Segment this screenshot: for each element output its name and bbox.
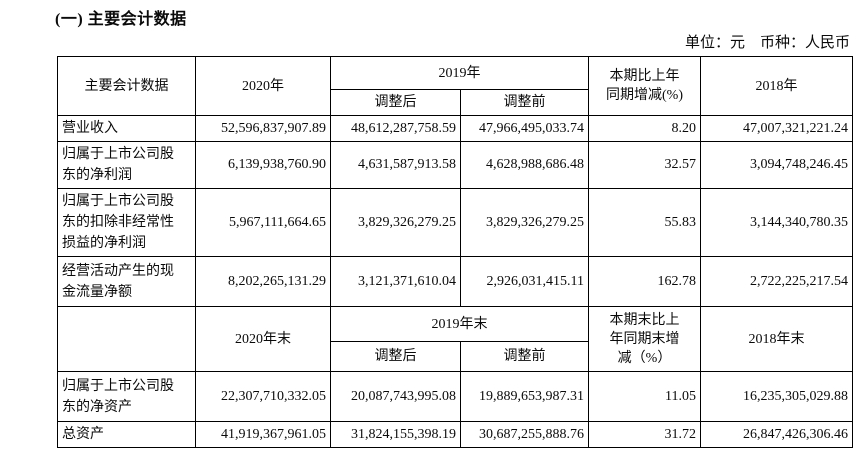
value-2020: 22,307,710,332.05 [195, 371, 331, 422]
header-before-adjust: 调整前 [460, 89, 589, 116]
header-row-period-end: 2020年末 2019年末 本期末比上 年同期末增 减（%） 2018年末 [57, 306, 853, 372]
value-2018: 26,847,426,306.46 [700, 421, 853, 448]
row-label: 归属于上市公司股 东的扣除非经常性 损益的净利润 [57, 188, 196, 257]
table-row-net-profit: 归属于上市公司股 东的净利润 6,139,938,760.90 4,631,58… [57, 141, 853, 189]
header-2019-end: 2019年末 [330, 306, 589, 342]
header-2018-end: 2018年末 [700, 306, 853, 372]
header-2018: 2018年 [700, 56, 853, 116]
header-adjusted: 调整后 [330, 89, 461, 116]
value-2019-before: 30,687,255,888.76 [460, 421, 589, 448]
value-change: 32.57 [588, 141, 701, 189]
value-change: 11.05 [588, 371, 701, 422]
header-row-period-end-sub: 调整后 调整前 [58, 341, 853, 372]
value-2019-adjusted: 31,824,155,398.19 [330, 421, 461, 448]
value-2019-adjusted: 3,829,326,279.25 [330, 188, 461, 257]
value-2019-before: 47,966,495,033.74 [460, 115, 589, 142]
value-2019-before: 2,926,031,415.11 [460, 256, 589, 307]
header-row-annual: 主要会计数据 2020年 2019年 本期比上年 同期增减(%) 2018年 [57, 56, 853, 116]
header-adjusted: 调整后 [330, 341, 461, 372]
value-2018: 3,094,748,246.45 [700, 141, 853, 189]
table-row-operating-cash-flow: 经营活动产生的现 金流量净额 8,202,265,131.29 3,121,37… [57, 256, 853, 307]
value-change: 31.72 [588, 421, 701, 448]
header-period-end-change: 本期末比上 年同期末增 减（%） [588, 306, 701, 372]
header-2020: 2020年 [195, 56, 331, 116]
header-row-annual-sub: 调整后 调整前 [58, 89, 853, 116]
unit-currency-note: 单位：元 币种：人民币 [684, 35, 850, 51]
value-2019-adjusted: 48,612,287,758.59 [330, 115, 461, 142]
row-label: 归属于上市公司股 东的净利润 [57, 141, 196, 189]
table-row-net-profit-excl-nonrecurring: 归属于上市公司股 东的扣除非经常性 损益的净利润 5,967,111,664.6… [57, 188, 853, 257]
value-2019-before: 19,889,653,987.31 [460, 371, 589, 422]
row-label: 归属于上市公司股 东的净资产 [57, 371, 196, 422]
value-change: 55.83 [588, 188, 701, 257]
value-2020: 52,596,837,907.89 [195, 115, 331, 142]
value-2019-adjusted: 4,631,587,913.58 [330, 141, 461, 189]
value-2018: 2,722,225,217.54 [700, 256, 853, 307]
value-2018: 16,235,305,029.88 [700, 371, 853, 422]
row-label: 营业收入 [57, 115, 196, 142]
value-2019-before: 3,829,326,279.25 [460, 188, 589, 257]
value-2018: 47,007,321,221.24 [700, 115, 853, 142]
value-2020: 41,919,367,961.05 [195, 421, 331, 448]
value-2019-before: 4,628,988,686.48 [460, 141, 589, 189]
row-label: 总资产 [57, 421, 196, 448]
value-2020: 6,139,938,760.90 [195, 141, 331, 189]
key-accounting-data-table: 主要会计数据 2020年 2019年 本期比上年 同期增减(%) 2018年 调… [57, 56, 853, 448]
value-change: 8.20 [588, 115, 701, 142]
section-title: (一) 主要会计数据 [55, 11, 187, 28]
header-before-adjust: 调整前 [460, 341, 589, 372]
row-label: 经营活动产生的现 金流量净额 [57, 256, 196, 307]
table-row-total-assets: 总资产 41,919,367,961.05 31,824,155,398.19 … [57, 421, 853, 448]
value-2019-adjusted: 20,087,743,995.08 [330, 371, 461, 422]
value-2018: 3,144,340,780.35 [700, 188, 853, 257]
header-yoy-change: 本期比上年 同期增减(%) [588, 56, 701, 116]
header-metric-label-empty [57, 306, 196, 372]
value-2020: 8,202,265,131.29 [195, 256, 331, 307]
header-2019: 2019年 [330, 56, 589, 90]
table-row-net-assets: 归属于上市公司股 东的净资产 22,307,710,332.05 20,087,… [57, 371, 853, 422]
value-2020: 5,967,111,664.65 [195, 188, 331, 257]
table-row-revenue: 营业收入 52,596,837,907.89 48,612,287,758.59… [57, 115, 853, 142]
value-2019-adjusted: 3,121,371,610.04 [330, 256, 461, 307]
value-change: 162.78 [588, 256, 701, 307]
header-metric-label: 主要会计数据 [57, 56, 196, 116]
header-2020-end: 2020年末 [195, 306, 331, 372]
